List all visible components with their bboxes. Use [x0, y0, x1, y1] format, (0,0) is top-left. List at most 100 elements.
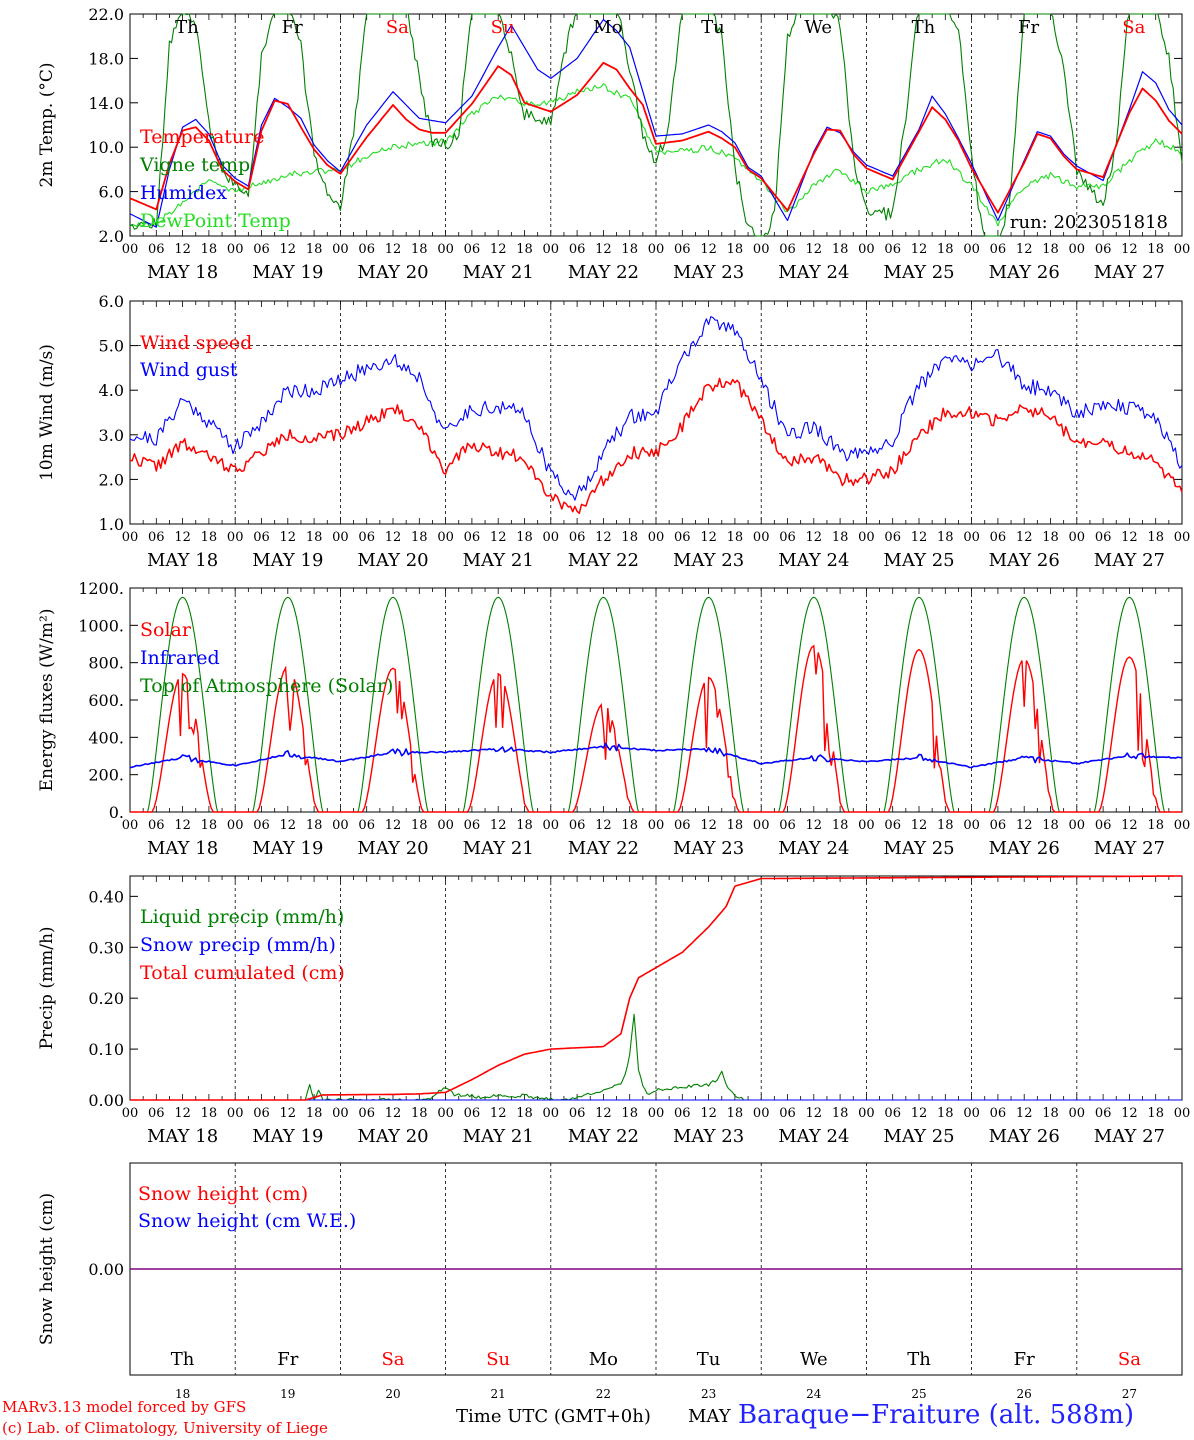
date-label: MAY 18 [147, 262, 218, 283]
hour-label: 12 [595, 242, 612, 257]
hour-label: 18 [937, 1106, 954, 1121]
date-label: MAY 26 [989, 838, 1060, 859]
hour-label: 00 [332, 818, 349, 833]
y-tick-label: 3.0 [99, 426, 124, 445]
hour-label: 06 [990, 818, 1007, 833]
hour-label: 18 [201, 1106, 218, 1121]
hour-label: 12 [385, 1106, 402, 1121]
hour-label: 00 [648, 818, 665, 833]
hour-label: 12 [911, 1106, 928, 1121]
hour-label: 00 [122, 530, 139, 545]
legend-entry: Top of Atmosphere (Solar) [140, 675, 393, 697]
hour-label: 00 [543, 1106, 560, 1121]
hour-label: 18 [727, 242, 744, 257]
hour-label: 00 [1174, 242, 1191, 257]
y-tick-label: 2.0 [99, 227, 124, 246]
hour-label: 12 [700, 818, 717, 833]
hour-label: 06 [253, 242, 270, 257]
hour-label: 06 [990, 1106, 1007, 1121]
hour-label: 12 [280, 242, 297, 257]
date-label: MAY 25 [883, 262, 954, 283]
bottom-weekday-label: We [800, 1349, 828, 1370]
date-label: MAY 25 [883, 550, 954, 571]
hour-label: 18 [1042, 242, 1059, 257]
hour-label: 06 [884, 1106, 901, 1121]
hour-label: 06 [779, 242, 796, 257]
hour-label: 06 [674, 242, 691, 257]
hour-label: 12 [174, 818, 191, 833]
y-axis-label: Precip (mm/h) [37, 926, 57, 1049]
date-label: MAY 18 [147, 838, 218, 859]
y-tick-label: 22.0 [88, 5, 124, 24]
bottom-daynum-label: 20 [385, 1387, 400, 1401]
date-label: MAY 22 [568, 838, 639, 859]
hour-label: 18 [516, 242, 533, 257]
date-label: MAY 23 [673, 550, 744, 571]
date-label: MAY 27 [1094, 262, 1165, 283]
hour-label: 18 [411, 818, 428, 833]
y-tick-label: 1200. [78, 579, 124, 598]
bottom-weekday-label: Th [171, 1349, 195, 1370]
hour-label: 06 [674, 818, 691, 833]
bottom-daynum-label: 25 [911, 1387, 926, 1401]
hour-label: 00 [543, 818, 560, 833]
hour-label: 12 [385, 242, 402, 257]
hour-label: 12 [806, 530, 823, 545]
hour-label: 06 [674, 1106, 691, 1121]
y-tick-label: 5.0 [99, 337, 124, 356]
hour-label: 12 [806, 1106, 823, 1121]
month-label: MAY [688, 1406, 731, 1427]
date-label: MAY 21 [463, 1126, 534, 1147]
hour-label: 06 [358, 1106, 375, 1121]
hour-label: 00 [963, 242, 980, 257]
legend-entry: Snow height (cm W.E.) [138, 1210, 356, 1232]
solar-line [130, 644, 1182, 813]
y-tick-label: 0.40 [88, 887, 124, 906]
hour-label: 00 [227, 530, 244, 545]
bottom-daynum-label: 24 [806, 1387, 822, 1401]
hour-label: 06 [253, 530, 270, 545]
time-axis-label: Time UTC (GMT+0h) [456, 1406, 651, 1427]
date-label: MAY 20 [357, 262, 428, 283]
hour-label: 18 [937, 818, 954, 833]
y-tick-label: 10.0 [88, 138, 124, 157]
y-tick-label: 600. [88, 691, 124, 710]
date-label: MAY 20 [357, 838, 428, 859]
weekday-label: Fr [1018, 17, 1039, 38]
hour-label: 00 [1069, 242, 1086, 257]
y-axis-label: Energy fluxes (W/m²) [37, 609, 57, 792]
date-label: MAY 21 [463, 550, 534, 571]
hour-label: 00 [1174, 818, 1191, 833]
legend-entry: Total cumulated (cm) [140, 962, 345, 984]
hour-label: 06 [358, 242, 375, 257]
hour-label: 12 [490, 1106, 507, 1121]
hour-label: 12 [1121, 242, 1138, 257]
total-cumulated-line [130, 875, 1182, 1101]
hour-label: 18 [1147, 818, 1164, 833]
hour-label: 12 [700, 530, 717, 545]
y-tick-label: 0.30 [88, 938, 124, 957]
date-label: MAY 26 [989, 550, 1060, 571]
legend-entry: Humidex [140, 182, 227, 204]
hour-label: 06 [569, 1106, 586, 1121]
hour-label: 12 [595, 1106, 612, 1121]
hour-label: 18 [832, 530, 849, 545]
hour-label: 12 [700, 242, 717, 257]
date-label: MAY 27 [1094, 550, 1165, 571]
hour-label: 18 [516, 818, 533, 833]
date-label: MAY 24 [778, 1126, 849, 1147]
hour-label: 12 [806, 242, 823, 257]
weekday-label: Su [491, 17, 515, 38]
bottom-weekday-label: Fr [1014, 1349, 1035, 1370]
bottom-weekday-label: Sa [381, 1349, 404, 1370]
y-tick-label: 1.0 [99, 515, 124, 534]
y-tick-label: 6.0 [99, 183, 124, 202]
hour-label: 18 [727, 818, 744, 833]
hour-label: 18 [201, 818, 218, 833]
hour-label: 18 [621, 530, 638, 545]
hour-label: 12 [595, 530, 612, 545]
bottom-daynum-label: 23 [701, 1387, 716, 1401]
hour-label: 06 [779, 1106, 796, 1121]
hour-label: 18 [832, 1106, 849, 1121]
hour-label: 06 [148, 530, 165, 545]
